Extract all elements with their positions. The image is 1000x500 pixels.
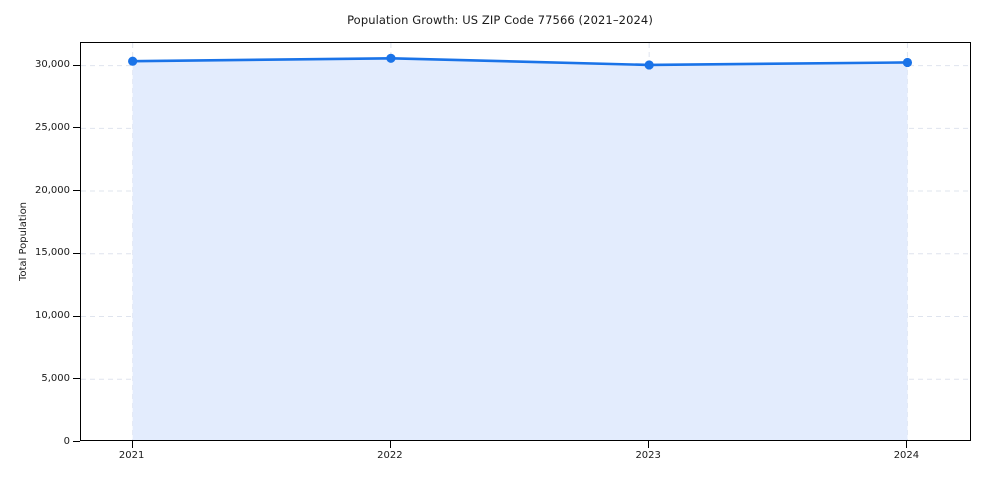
data-point-marker (644, 60, 654, 70)
y-axis-tick-mark (73, 253, 80, 254)
x-axis-tick-mark (390, 441, 391, 448)
data-point-marker (128, 56, 138, 66)
y-axis-tick-label: 15,000 (6, 247, 70, 258)
x-axis-tick-mark (132, 441, 133, 448)
x-axis-tick-mark (906, 441, 907, 448)
y-axis-tick-mark (73, 316, 80, 317)
x-axis-tick-label-text: 2022 (377, 450, 403, 461)
x-axis-tick-label: 2023 (613, 450, 683, 462)
x-axis-tick-label: 2021 (97, 450, 167, 462)
y-axis-tick-label-text: 30,000 (35, 59, 70, 71)
chart-title: Population Growth: US ZIP Code 77566 (20… (347, 13, 653, 27)
y-axis-tick-label: 0 (6, 436, 70, 447)
y-axis-tick-mark (73, 441, 80, 442)
y-axis-tick-mark (73, 190, 80, 191)
y-axis-tick-label: 20,000 (6, 185, 70, 196)
y-axis-tick-mark (73, 127, 80, 128)
plot-area (80, 42, 971, 441)
y-axis-tick-mark (73, 378, 80, 379)
y-axis-tick-label-text: 20,000 (35, 184, 70, 196)
data-point-markers (128, 53, 913, 70)
y-axis-tick-label-text: 10,000 (35, 310, 70, 322)
x-axis-tick-label-text: 2023 (635, 450, 661, 461)
y-axis-tick-mark (73, 65, 80, 66)
data-point-marker (386, 53, 396, 63)
y-axis-tick-label: 25,000 (6, 122, 70, 133)
y-axis-tick-label: 10,000 (6, 310, 70, 321)
y-axis-tick-label-text: 25,000 (35, 121, 70, 133)
x-axis-tick-label: 2024 (871, 450, 941, 462)
y-axis-tick-label: 30,000 (6, 59, 70, 70)
area-fill (132, 58, 908, 440)
y-axis-tick-label-text: 15,000 (35, 247, 70, 259)
plot-svg (81, 43, 970, 440)
x-axis-tick-label-text: 2024 (893, 450, 920, 461)
x-axis-tick-label-text: 2021 (118, 450, 145, 461)
x-axis-tick-label: 2022 (355, 450, 425, 462)
y-axis-tick-label-text: 5,000 (41, 372, 70, 384)
x-axis-tick-mark (648, 441, 649, 448)
y-axis-tick-label-text: 0 (63, 435, 70, 447)
data-point-marker (902, 57, 913, 68)
y-axis-tick-label: 5,000 (6, 373, 70, 384)
data-line (131, 57, 909, 67)
